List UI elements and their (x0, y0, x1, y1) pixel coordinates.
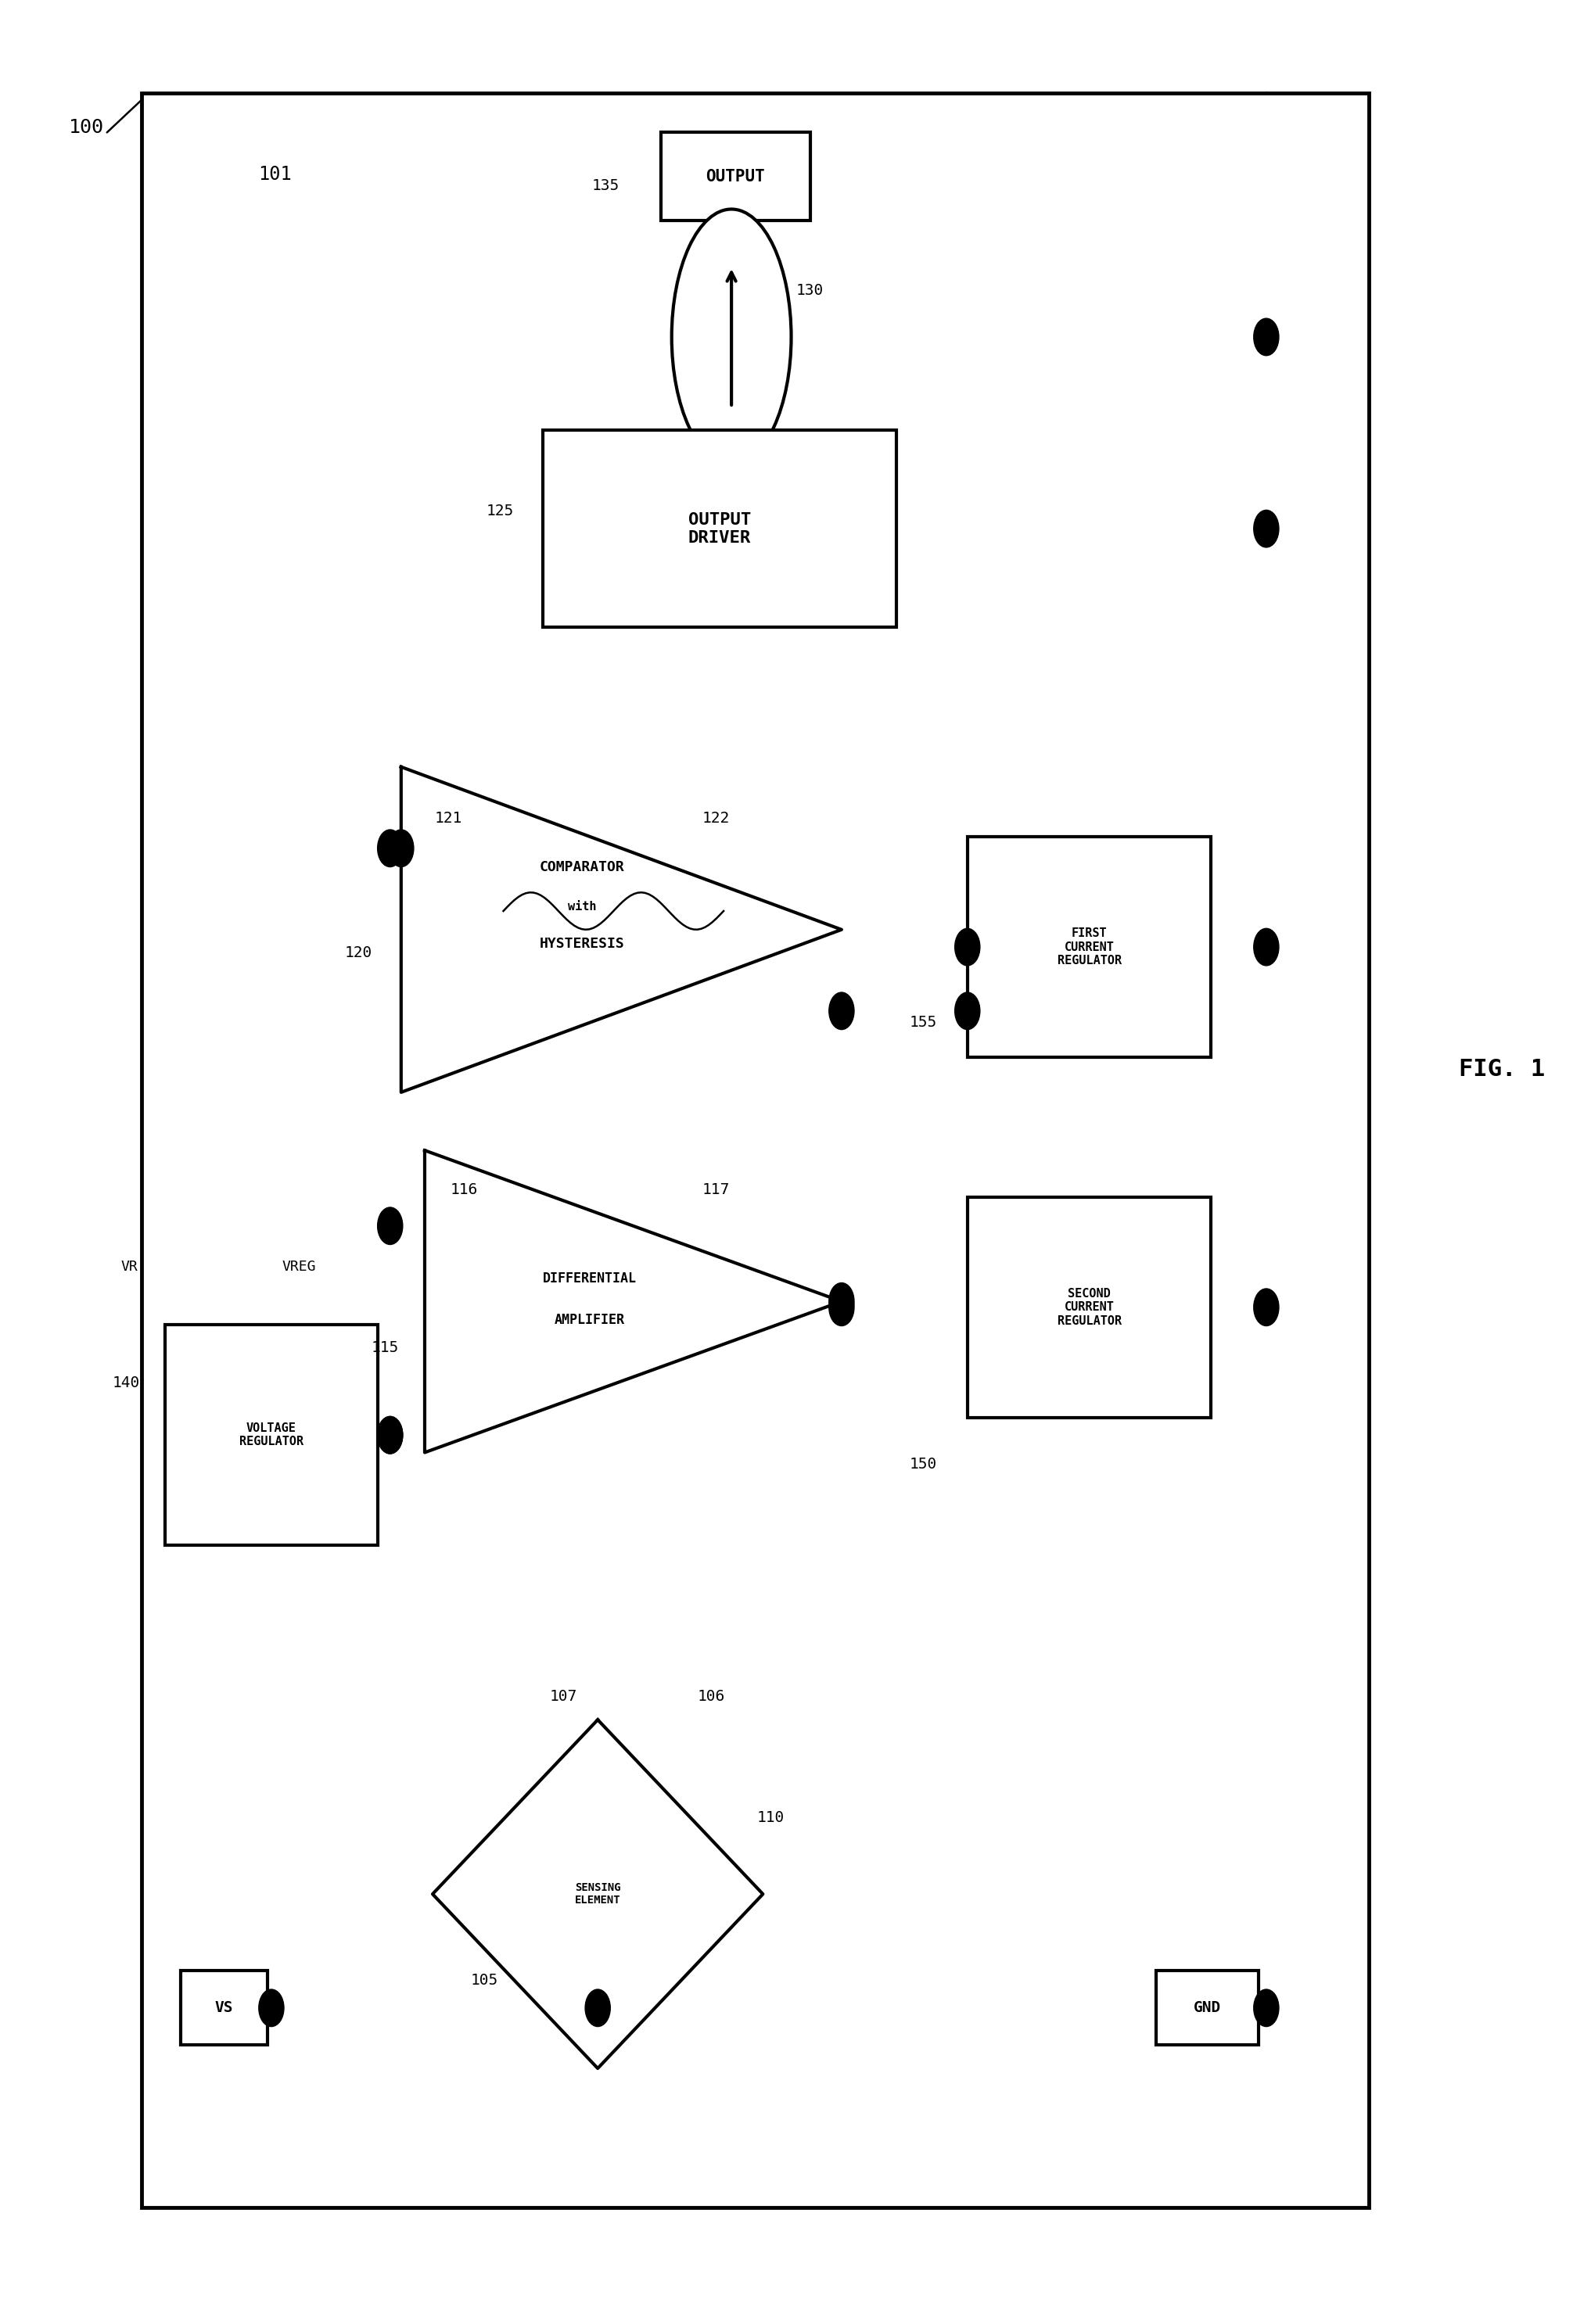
Text: VOLTAGE
REGULATOR: VOLTAGE REGULATOR (239, 1422, 304, 1448)
Text: 121: 121 (434, 811, 462, 825)
Ellipse shape (672, 209, 791, 465)
Text: 155: 155 (909, 1016, 938, 1030)
Text: 135: 135 (591, 179, 620, 193)
Text: 140: 140 (112, 1376, 140, 1390)
Circle shape (258, 1989, 283, 2027)
Text: 130: 130 (796, 284, 824, 297)
FancyBboxPatch shape (142, 93, 1369, 2208)
Text: 117: 117 (702, 1183, 730, 1197)
Circle shape (585, 1989, 610, 2027)
FancyBboxPatch shape (967, 1197, 1211, 1418)
Text: 105: 105 (470, 1973, 499, 1987)
Circle shape (389, 830, 414, 867)
Text: 106: 106 (697, 1690, 725, 1703)
Circle shape (378, 1415, 403, 1455)
FancyBboxPatch shape (181, 1971, 267, 2045)
Text: HYSTERESIS: HYSTERESIS (540, 937, 624, 951)
Text: GND: GND (1194, 2001, 1221, 2015)
Circle shape (1254, 927, 1279, 967)
FancyBboxPatch shape (165, 1325, 378, 1545)
Text: 116: 116 (450, 1183, 478, 1197)
Text: 115: 115 (371, 1341, 400, 1355)
Circle shape (1254, 1989, 1279, 2027)
Text: 100: 100 (69, 119, 104, 137)
FancyBboxPatch shape (1156, 1971, 1258, 2045)
Text: DIFFERENTIAL: DIFFERENTIAL (543, 1271, 637, 1285)
Text: 101: 101 (258, 165, 293, 184)
FancyBboxPatch shape (967, 837, 1211, 1057)
Text: FIRST
CURRENT
REGULATOR: FIRST CURRENT REGULATOR (1057, 927, 1122, 967)
Circle shape (378, 1206, 403, 1246)
Circle shape (1254, 511, 1279, 546)
Text: OUTPUT: OUTPUT (706, 170, 764, 184)
FancyBboxPatch shape (661, 132, 810, 221)
Text: 150: 150 (909, 1457, 938, 1471)
Circle shape (1254, 318, 1279, 356)
Circle shape (955, 992, 980, 1030)
Text: VREG: VREG (282, 1260, 316, 1274)
Circle shape (829, 1287, 854, 1325)
Text: 120: 120 (344, 946, 373, 960)
Circle shape (378, 830, 403, 867)
Text: 110: 110 (757, 1810, 785, 1824)
FancyBboxPatch shape (543, 430, 897, 627)
Polygon shape (433, 1720, 763, 2068)
Text: FIG. 1: FIG. 1 (1460, 1057, 1545, 1081)
Text: SENSING
ELEMENT: SENSING ELEMENT (574, 1882, 621, 1906)
Text: with: with (568, 899, 596, 913)
Polygon shape (401, 767, 842, 1092)
Text: VS: VS (216, 2001, 233, 2015)
Circle shape (1254, 1287, 1279, 1325)
Circle shape (955, 927, 980, 967)
Text: OUTPUT
DRIVER: OUTPUT DRIVER (689, 511, 750, 546)
Text: AMPLIFIER: AMPLIFIER (555, 1313, 624, 1327)
Text: SECOND
CURRENT
REGULATOR: SECOND CURRENT REGULATOR (1057, 1287, 1122, 1327)
Text: COMPARATOR: COMPARATOR (540, 860, 624, 874)
Circle shape (378, 1415, 403, 1455)
Text: 122: 122 (702, 811, 730, 825)
Text: 125: 125 (486, 504, 514, 518)
Polygon shape (425, 1150, 842, 1452)
Circle shape (829, 992, 854, 1030)
Text: 107: 107 (549, 1690, 577, 1703)
Text: VR: VR (121, 1260, 137, 1274)
Circle shape (829, 1283, 854, 1320)
